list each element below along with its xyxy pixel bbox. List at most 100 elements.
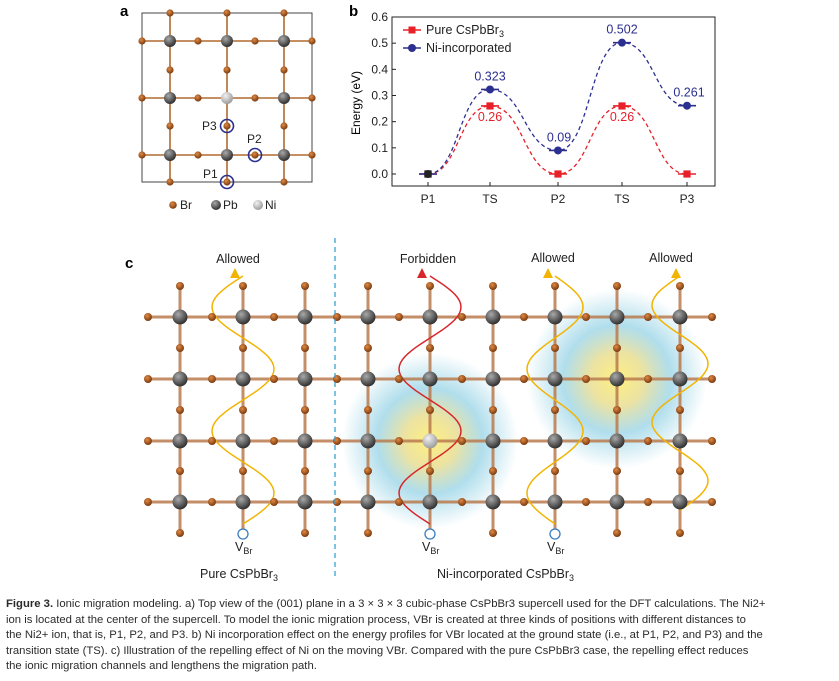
site-label-p3: P3 xyxy=(202,119,217,133)
br-atom-11 xyxy=(270,375,278,383)
pb-atom-18 xyxy=(172,433,188,449)
br-atom-84 xyxy=(676,529,684,537)
br-atom-10 xyxy=(208,375,216,383)
y-tick-label-4: 0.4 xyxy=(371,62,388,76)
panel-a-atoms xyxy=(138,9,316,186)
allowed-path-ni-1 xyxy=(526,275,584,525)
pb-atom-29 xyxy=(360,494,376,510)
pb-atom-3 xyxy=(360,309,376,325)
vacancy-label-pure: VBr xyxy=(235,540,252,556)
br-atom-78 xyxy=(613,282,621,290)
pb-atom-0 xyxy=(172,309,188,325)
br-atom-1 xyxy=(270,313,278,321)
br-atom-80 xyxy=(676,344,684,352)
pb-atom-30 xyxy=(422,494,438,510)
br-atom-6 xyxy=(582,313,590,321)
br-atom-50 xyxy=(301,344,309,352)
path-label-allowed-ni-1: Allowed xyxy=(531,251,575,265)
panel-b-label: b xyxy=(349,3,358,20)
br-atom-20 xyxy=(208,437,216,445)
br-atom-41 xyxy=(176,406,184,414)
panel-a-label: a xyxy=(120,3,129,20)
panel-c: c Allowed Forbidden Allowed Allowed VBr VBr VB… xyxy=(125,238,716,583)
x-tick-label-3: TS xyxy=(614,192,629,206)
legend-pb-label: Pb xyxy=(223,198,238,212)
br-atom-18 xyxy=(144,375,152,383)
br-atom-c0-1 xyxy=(166,66,174,74)
pb-atom-1-0 xyxy=(164,92,176,104)
y-tick-label-2: 0.2 xyxy=(371,115,388,129)
caption-line-5: the ionic migration channels and lengthe… xyxy=(6,660,317,673)
forbidden-path-ni xyxy=(398,275,462,525)
series-0-data-label-1: 0.26 xyxy=(478,110,502,124)
br-atom-c1-3 xyxy=(223,178,231,186)
pb-atom-19 xyxy=(235,433,251,449)
pb-atom-4 xyxy=(422,309,438,325)
br-atom-63 xyxy=(426,282,434,290)
br-atom-17 xyxy=(644,375,652,383)
arrow-head-pure xyxy=(230,268,240,278)
legend-marker-1 xyxy=(408,44,416,52)
br-atom-5 xyxy=(520,313,528,321)
br-atom-35 xyxy=(520,498,528,506)
allowed-path-ni-2 xyxy=(651,275,709,511)
br-atom-c2-0 xyxy=(280,9,288,17)
br-atom-61 xyxy=(426,406,434,414)
pb-atom-25 xyxy=(672,433,688,449)
pb-atom-1-2 xyxy=(278,92,290,104)
br-atom-r0-1 xyxy=(194,37,202,45)
br-atom-67 xyxy=(489,467,497,475)
br-atom-15 xyxy=(520,375,528,383)
br-atom-68 xyxy=(489,282,497,290)
pb-atom-31 xyxy=(485,494,501,510)
br-atom-2 xyxy=(333,313,341,321)
series-0-point-2 xyxy=(554,170,562,178)
series-1-point-3 xyxy=(618,38,626,47)
site-ring-0 xyxy=(219,118,235,134)
br-atom-c2-1 xyxy=(280,66,288,74)
series-1-line xyxy=(427,41,688,175)
br-atom-56 xyxy=(364,406,372,414)
br-atom-r0-2 xyxy=(251,37,259,45)
br-atom-76 xyxy=(613,406,621,414)
legend-pb-marker xyxy=(211,200,221,210)
pb-atom-32 xyxy=(547,494,563,510)
br-atom-39 xyxy=(708,498,716,506)
series-0-data-label-3: 0.26 xyxy=(610,110,634,124)
chart-series: 0.26 0.26 0.323 0.09 0.502 0.261 xyxy=(419,23,705,178)
br-atom-44 xyxy=(176,529,184,537)
br-atom-71 xyxy=(551,406,559,414)
pb-atom-7 xyxy=(609,309,625,325)
br-atom-26 xyxy=(582,437,590,445)
br-atom-r2-1 xyxy=(194,151,202,159)
br-atom-14 xyxy=(458,375,466,383)
pb-atom-11 xyxy=(297,371,313,387)
repulsion-glows xyxy=(342,289,707,529)
br-atom-c0-3 xyxy=(166,178,174,186)
caption-line-2: ion is located at the center of the supe… xyxy=(6,613,746,626)
x-tick-label-4: P3 xyxy=(680,192,695,206)
vacancy-2 xyxy=(549,528,561,540)
series-0-point-4 xyxy=(683,170,691,178)
pb-atom-2-2 xyxy=(278,149,290,161)
series-1-point-1 xyxy=(486,85,494,94)
br-atom-53 xyxy=(301,282,309,290)
pb-atom-6 xyxy=(547,309,563,325)
caption-line-3: the Ni2+ ion, that is, P1, P2, and P3. b… xyxy=(6,629,763,642)
br-atom-c1-1 xyxy=(223,66,231,74)
br-atom-c0-2 xyxy=(166,122,174,130)
pb-atom-16 xyxy=(609,371,625,387)
legend-marker-0 xyxy=(408,26,416,34)
pb-atom-15 xyxy=(547,371,563,387)
ni-atom xyxy=(221,92,233,104)
br-atom-73 xyxy=(551,282,559,290)
path-label-allowed-pure: Allowed xyxy=(216,252,260,266)
arrow-head-ni-1 xyxy=(543,268,553,278)
br-atom-23 xyxy=(395,437,403,445)
br-atom-0 xyxy=(208,313,216,321)
br-atom-25 xyxy=(520,437,528,445)
br-atom-21 xyxy=(270,437,278,445)
br-atom-83 xyxy=(676,282,684,290)
pb-atom-27 xyxy=(235,494,251,510)
y-tick-label-1: 0.1 xyxy=(371,141,388,155)
